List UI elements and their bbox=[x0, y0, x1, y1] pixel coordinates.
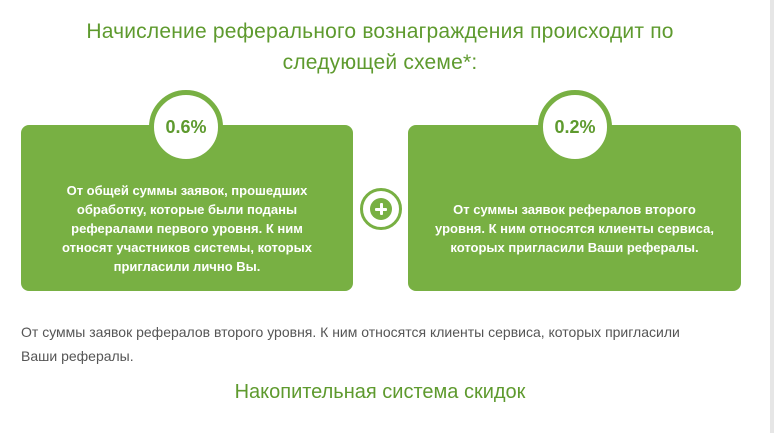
plus-icon bbox=[360, 188, 402, 230]
percent-badge-level-1: 0.6% bbox=[149, 90, 223, 164]
referral-card-text: От суммы заявок рефералов второго уровня… bbox=[435, 201, 714, 255]
referral-note: От суммы заявок рефералов второго уровня… bbox=[21, 324, 680, 364]
section-heading: Начисление реферального вознаграждения п… bbox=[86, 20, 674, 74]
scrollbar[interactable] bbox=[770, 0, 774, 433]
discount-system-heading: Накопительная система скидок bbox=[234, 381, 526, 403]
referral-card-text: От общей суммы заявок, прошедших обработ… bbox=[62, 182, 312, 274]
percent-badge-level-2: 0.2% bbox=[538, 90, 612, 164]
